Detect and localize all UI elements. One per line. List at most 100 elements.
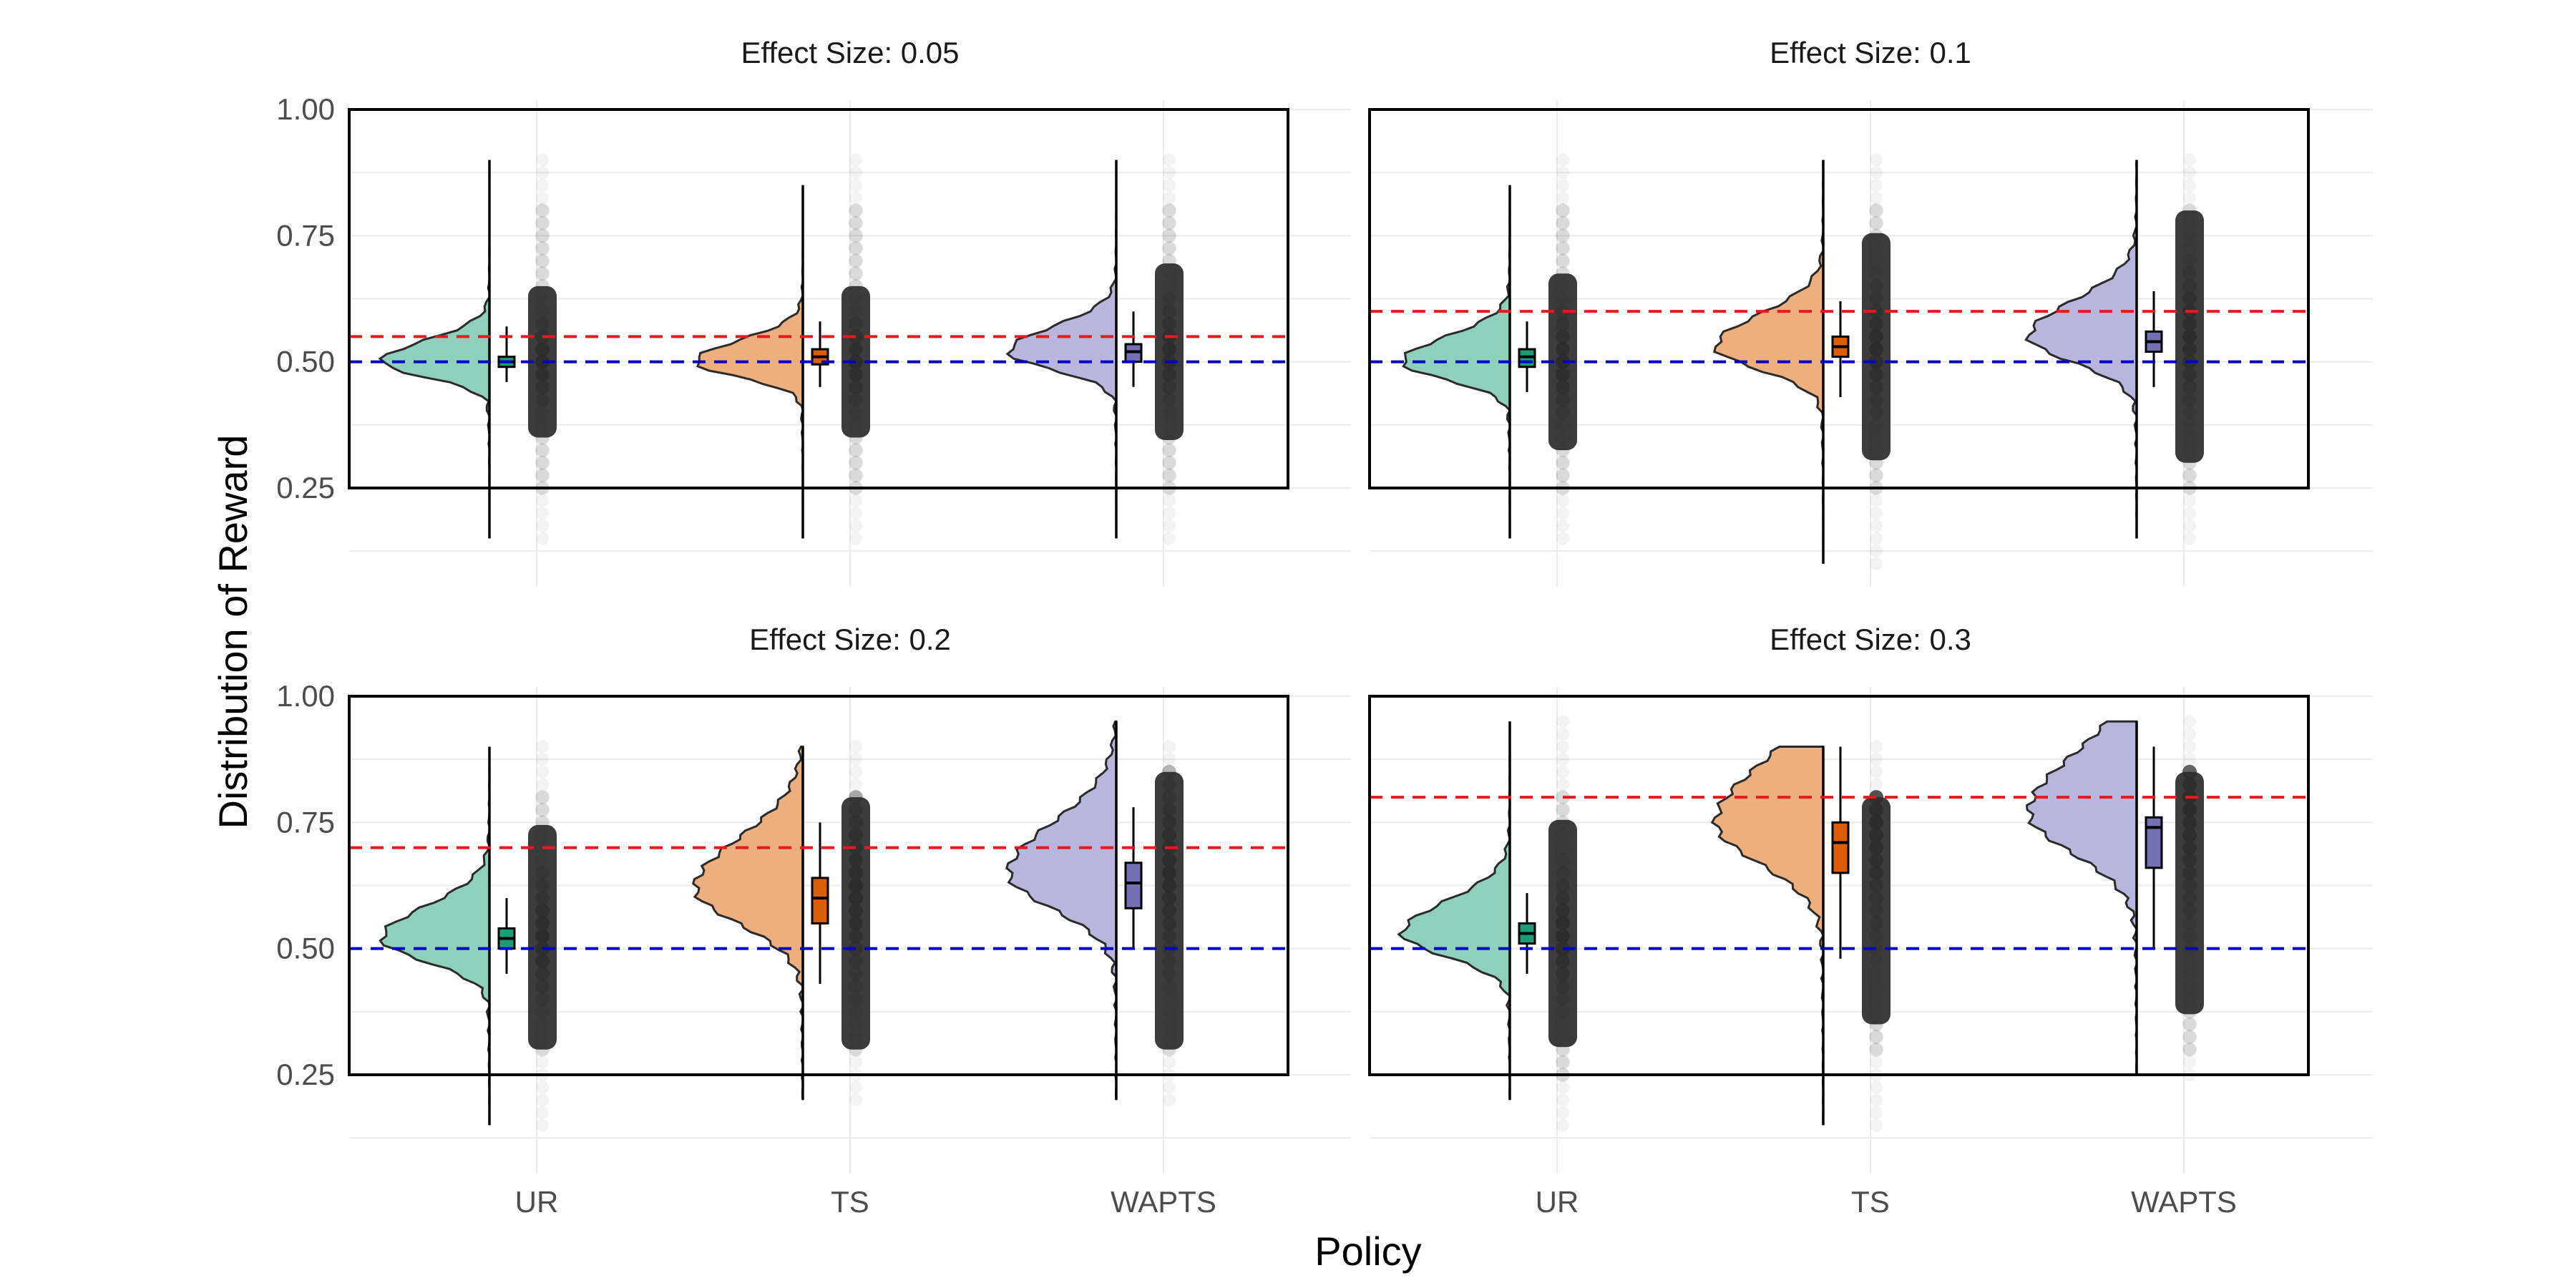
rain-point-faint bbox=[1163, 469, 1176, 482]
rain-point-faint bbox=[849, 178, 862, 192]
density-wapts bbox=[2024, 160, 2138, 539]
rain-point-faint bbox=[2183, 532, 2196, 545]
x-tick-label: TS bbox=[1851, 1185, 1890, 1219]
rain-point-faint bbox=[1556, 532, 1569, 545]
rain-point-faint bbox=[2183, 191, 2196, 205]
rain-point-faint bbox=[2183, 153, 2196, 167]
rain-point-faint bbox=[1870, 494, 1883, 507]
rain-point-faint bbox=[1163, 1055, 1176, 1069]
rain-point-faint bbox=[1556, 1093, 1569, 1107]
rain-point-faint bbox=[1556, 778, 1569, 791]
rain-point-cluster bbox=[1155, 771, 1184, 1050]
rain-point bbox=[849, 266, 863, 281]
rain-point-faint bbox=[1870, 1080, 1883, 1094]
rain-point-faint bbox=[1556, 494, 1569, 507]
rain-point-faint bbox=[536, 229, 549, 243]
rain-point-faint bbox=[536, 753, 549, 766]
rain-point-faint bbox=[849, 753, 862, 766]
rain-point-faint bbox=[849, 1080, 862, 1094]
rain-point-faint bbox=[849, 532, 862, 545]
rain-point-faint bbox=[849, 507, 862, 520]
y-tick-label: 0.25 bbox=[276, 471, 335, 504]
rain-point bbox=[1869, 468, 1883, 483]
rain-point-faint bbox=[1556, 469, 1569, 482]
rain-point-faint bbox=[536, 765, 549, 779]
rain-point-faint bbox=[536, 532, 549, 545]
rain-point-faint bbox=[849, 519, 862, 532]
rain-point-faint bbox=[849, 191, 862, 205]
rain-point bbox=[1556, 240, 1570, 255]
panel-title: Effect Size: 0.3 bbox=[1770, 623, 1971, 656]
rain-point-faint bbox=[1870, 1043, 1883, 1056]
rain-point-faint bbox=[536, 494, 549, 507]
rain-point-faint bbox=[536, 519, 549, 532]
rain-point bbox=[1869, 215, 1883, 230]
rain-point bbox=[849, 468, 863, 483]
rain-point-faint bbox=[849, 1093, 862, 1107]
density-ur bbox=[378, 160, 491, 539]
rain-point-faint bbox=[1163, 229, 1176, 243]
rain-point bbox=[535, 228, 550, 243]
rain-point-faint bbox=[1870, 469, 1883, 482]
rain-point-faint bbox=[536, 267, 549, 280]
rain-point bbox=[849, 443, 863, 458]
x-tick-label: WAPTS bbox=[2131, 1185, 2237, 1219]
rain-point-faint bbox=[536, 778, 549, 791]
rain-point-faint bbox=[2183, 740, 2196, 753]
rain-point bbox=[2182, 1042, 2197, 1057]
rain-point bbox=[535, 468, 550, 483]
rain-point-faint bbox=[1870, 1093, 1883, 1107]
rain-point-faint bbox=[1556, 1055, 1569, 1069]
panel-title: Effect Size: 0.05 bbox=[741, 36, 959, 69]
density-ur bbox=[379, 746, 491, 1126]
rain-point bbox=[849, 228, 863, 243]
rain-point-faint bbox=[1163, 519, 1176, 532]
rain-point-cluster bbox=[2175, 210, 2204, 463]
rain-point-faint bbox=[1870, 216, 1883, 230]
rain-point-faint bbox=[1556, 1106, 1569, 1119]
panel-frame bbox=[348, 695, 1289, 1076]
rain-point bbox=[535, 455, 550, 470]
rain-point-faint bbox=[1556, 803, 1569, 816]
rain-point-faint bbox=[849, 765, 862, 779]
rain-point-faint bbox=[1870, 740, 1883, 753]
rain-point bbox=[849, 455, 863, 470]
density-wapts bbox=[1005, 160, 1118, 539]
rain-point bbox=[535, 253, 550, 268]
y-tick-label: 0.75 bbox=[276, 805, 335, 839]
rain-point-faint bbox=[2183, 753, 2196, 766]
panel-frame bbox=[1368, 695, 2310, 1076]
rain-point-cluster bbox=[528, 824, 557, 1050]
rain-point-faint bbox=[536, 1080, 549, 1094]
rain-point bbox=[1869, 1030, 1883, 1045]
rain-point-faint bbox=[1556, 241, 1569, 255]
y-tick-label: 0.50 bbox=[276, 932, 335, 965]
boxplot-box bbox=[2145, 816, 2163, 869]
y-axis-title: Distribution of Reward bbox=[210, 435, 255, 829]
panel: Effect Size: 0.05 0.25 0.50 0.75 1.00 bbox=[276, 36, 1351, 587]
panel-frame bbox=[1368, 108, 2310, 489]
rain-point bbox=[535, 203, 550, 218]
rain-point-cluster bbox=[841, 797, 870, 1050]
rain-point bbox=[1556, 228, 1570, 243]
rain-point-faint bbox=[536, 153, 549, 167]
rain-point-faint bbox=[536, 803, 549, 816]
rain-point-faint bbox=[849, 740, 862, 753]
rain-point-faint bbox=[1163, 191, 1176, 205]
rain-point-faint bbox=[849, 241, 862, 255]
rain-point bbox=[535, 240, 550, 255]
rain-point-cluster bbox=[1548, 819, 1577, 1048]
rain-point-faint bbox=[2183, 1043, 2196, 1056]
rain-point bbox=[1162, 468, 1176, 483]
rain-point-faint bbox=[1556, 229, 1569, 243]
rain-point bbox=[1556, 203, 1570, 218]
y-tick-label: 1.00 bbox=[276, 92, 335, 126]
rain-point bbox=[1162, 240, 1176, 255]
rain-point-faint bbox=[1163, 1093, 1176, 1107]
rain-point-faint bbox=[1163, 444, 1176, 457]
rain-point-faint bbox=[1556, 519, 1569, 532]
rain-point-faint bbox=[1870, 178, 1883, 192]
rain-point-faint bbox=[849, 229, 862, 243]
rain-point-faint bbox=[849, 1055, 862, 1069]
